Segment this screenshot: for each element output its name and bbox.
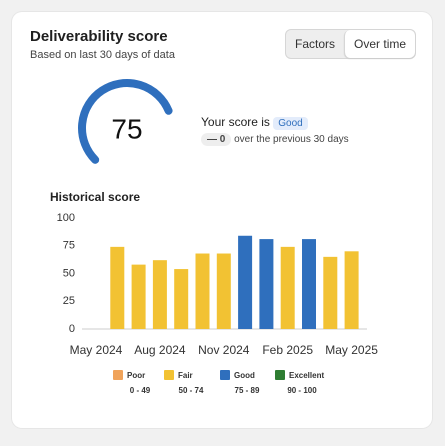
legend-swatch <box>113 370 123 380</box>
bar <box>110 246 125 329</box>
y-tick-label: 100 <box>57 212 75 224</box>
x-tick-label: May 2025 <box>325 343 378 357</box>
change-caption: over the previous 30 days <box>234 134 349 145</box>
legend-swatch <box>275 370 285 380</box>
gauge-arc <box>78 79 173 164</box>
score-card: Deliverability score Based on last 30 da… <box>12 12 432 428</box>
score-caption-row: Your score is Good <box>201 115 308 130</box>
bar <box>259 239 274 329</box>
bar <box>344 251 359 329</box>
legend-range: 50 - 74 <box>179 386 204 395</box>
x-tick-label: Aug 2024 <box>134 343 186 357</box>
bar <box>216 253 231 329</box>
legend-name: Fair <box>178 371 193 380</box>
change-value: 0 <box>219 134 226 145</box>
rating-badge: Good <box>273 117 308 130</box>
legend-swatch <box>220 370 230 380</box>
bar <box>195 253 210 329</box>
card-subtitle: Based on last 30 days of data <box>30 49 175 61</box>
legend-range: 75 - 89 <box>235 386 260 395</box>
tab[interactable]: Factors <box>295 37 336 51</box>
bar <box>302 239 316 329</box>
bar <box>131 264 146 329</box>
bar <box>174 269 189 329</box>
card-title: Deliverability score <box>30 28 168 45</box>
score-caption: Your score is <box>201 115 270 129</box>
y-tick-label: 75 <box>63 240 75 252</box>
y-tick-label: 25 <box>63 295 75 307</box>
legend-swatch <box>164 370 174 380</box>
score-value: 75 <box>111 113 142 144</box>
change-row: — 0 over the previous 30 days <box>201 133 349 146</box>
bar <box>323 256 338 329</box>
bar <box>152 260 167 329</box>
legend-name: Poor <box>127 371 145 380</box>
x-tick-label: Nov 2024 <box>198 343 250 357</box>
chart-title: Historical score <box>50 190 140 204</box>
bar <box>280 246 295 329</box>
tab-group: Factors Over time <box>285 29 417 59</box>
y-tick-label: 50 <box>63 267 75 279</box>
legend-range: 90 - 100 <box>287 386 317 395</box>
change-badge: — 0 <box>201 133 232 146</box>
x-tick-label: Feb 2025 <box>262 343 313 357</box>
tab-selected[interactable]: Over time <box>344 30 416 58</box>
x-tick-label: May 2024 <box>70 343 123 357</box>
legend-name: Good <box>234 371 255 380</box>
y-tick-label: 0 <box>69 323 75 335</box>
legend-name: Excellent <box>289 371 324 380</box>
legend-range: 0 - 49 <box>130 386 151 395</box>
bar <box>238 235 253 329</box>
